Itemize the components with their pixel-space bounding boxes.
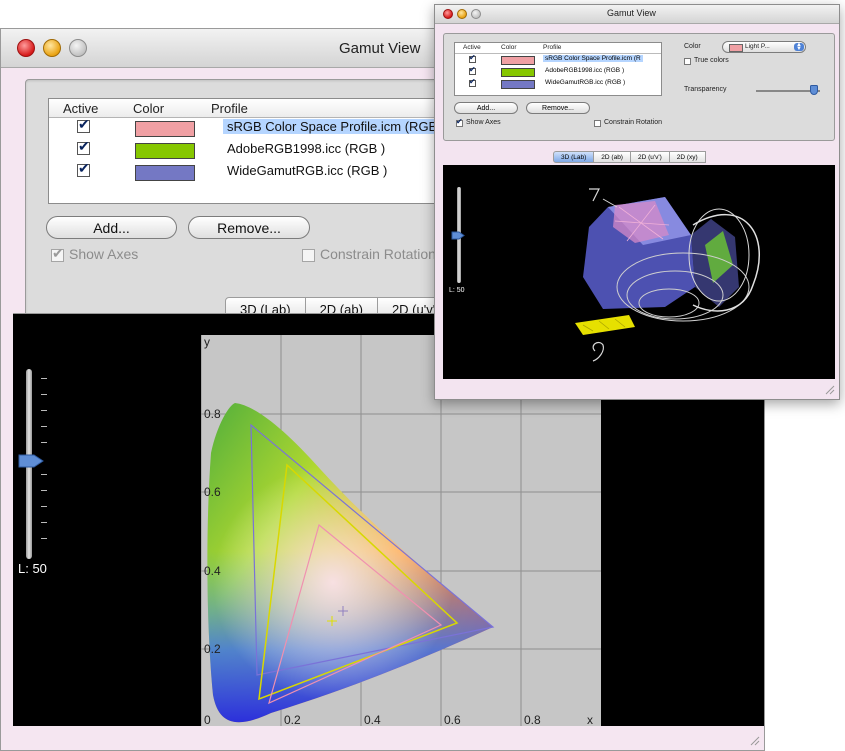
widegamut-outline — [250, 423, 495, 676]
lightness-value: L: 50 — [449, 287, 465, 294]
active-checkbox[interactable] — [77, 116, 90, 133]
color-swatch[interactable] — [501, 68, 535, 77]
zoom-button[interactable] — [471, 9, 481, 19]
table-header: Active Color Profile — [49, 99, 459, 118]
show-axes-checkbox[interactable]: ✔ — [51, 245, 64, 262]
x-axis-label: x — [587, 713, 593, 727]
x-tick-label: 0.4 — [364, 713, 381, 727]
tab-2d-ab[interactable]: 2D (ab) — [594, 151, 631, 163]
show-axes-checkbox[interactable] — [456, 117, 463, 127]
profile-name: sRGB Color Space Profile.icm (RGB) — [223, 119, 446, 134]
active-checkbox[interactable] — [469, 77, 476, 87]
transparency-slider[interactable] — [756, 90, 820, 92]
x-tick-label: 0 — [204, 713, 211, 727]
constrain-rotation-label: Constrain Rotation — [604, 119, 662, 126]
profile-name: sRGB Color Space Profile.icm (R — [543, 55, 643, 62]
column-header-color[interactable]: Color — [133, 101, 165, 116]
lightness-slider-thumb[interactable] — [451, 231, 465, 240]
add-profile-button[interactable]: Add... — [454, 102, 518, 114]
tab-2d-xy[interactable]: 2D (xy) — [669, 151, 706, 163]
y-tick-label: 0.6 — [204, 485, 221, 499]
popup-arrows-icon: ▲ ▼ — [794, 42, 804, 52]
profile-name: WideGamutRGB.icc (RGB ) — [545, 79, 626, 86]
color-label: Color — [684, 43, 701, 50]
constrain-rotation-checkbox[interactable] — [594, 120, 601, 127]
table-row[interactable]: WideGamutRGB.icc (RGB ) — [49, 160, 459, 184]
show-axes-label: Show Axes — [69, 246, 139, 262]
tab-2d-uv[interactable]: 2D (u'v') — [630, 151, 670, 163]
table-header: Active Color Profile — [455, 43, 661, 54]
table-row[interactable]: sRGB Color Space Profile.icm (R — [455, 53, 661, 66]
adobergb-outline — [258, 463, 459, 701]
profile-name: WideGamutRGB.icc (RGB ) — [227, 163, 388, 178]
srgb-outline — [268, 523, 443, 705]
column-header-active[interactable]: Active — [463, 44, 481, 51]
window-title: Gamut View — [607, 8, 656, 18]
gamut-view-window-front: Gamut View Active Color Profile sRGB Col… — [434, 4, 840, 400]
x-tick-label: 0.6 — [444, 713, 461, 727]
table-row[interactable]: sRGB Color Space Profile.icm (RGB) — [49, 116, 459, 140]
true-colors-checkbox[interactable] — [684, 58, 691, 65]
profiles-table[interactable]: Active Color Profile sRGB Color Space Pr… — [454, 42, 662, 96]
transparency-label: Transparency — [684, 86, 727, 93]
column-header-active[interactable]: Active — [63, 101, 99, 116]
column-header-profile[interactable]: Profile — [543, 44, 562, 51]
constrain-rotation-checkbox[interactable] — [302, 249, 315, 262]
remove-profile-button[interactable]: Remove... — [188, 216, 310, 239]
x-tick-label: 0.2 — [284, 713, 301, 727]
y-tick-label: 0.4 — [204, 564, 221, 578]
transparency-slider-thumb[interactable] — [810, 85, 818, 95]
active-checkbox[interactable] — [469, 65, 476, 75]
profile-name: AdobeRGB1998.icc (RGB ) — [545, 67, 625, 74]
profiles-panel: Active Color Profile sRGB Color Space Pr… — [443, 33, 835, 141]
minimize-button[interactable] — [43, 39, 61, 57]
add-profile-button[interactable]: Add... — [46, 216, 177, 239]
lightness-value: L: 50 — [18, 561, 47, 576]
color-popup-value: Light P... — [745, 43, 770, 50]
color-swatch[interactable] — [135, 143, 195, 159]
table-row[interactable]: AdobeRGB1998.icc (RGB ) — [49, 138, 459, 162]
color-swatch[interactable] — [135, 121, 195, 137]
title-bar[interactable]: Gamut View — [435, 5, 839, 24]
column-header-profile[interactable]: Profile — [211, 101, 248, 116]
x-tick-label: 0.8 — [524, 713, 541, 727]
constrain-rotation-label: Constrain Rotation — [320, 246, 436, 262]
window-status-bar — [1, 726, 764, 750]
color-popup-swatch — [729, 44, 743, 52]
active-checkbox[interactable] — [77, 138, 90, 155]
column-header-color[interactable]: Color — [501, 44, 517, 51]
profiles-table[interactable]: Active Color Profile sRGB Color Space Pr… — [48, 98, 460, 204]
gamut-3d-view[interactable]: L: 50 — [443, 165, 835, 379]
white-point-markers — [327, 606, 348, 626]
table-row[interactable]: AdobeRGB1998.icc (RGB ) — [455, 65, 661, 78]
y-tick-label: 0.2 — [204, 642, 221, 656]
color-swatch[interactable] — [135, 165, 195, 181]
profiles-panel: Active Color Profile sRGB Color Space Pr… — [25, 79, 460, 319]
active-checkbox[interactable] — [469, 53, 476, 63]
resize-grip-icon[interactable] — [823, 383, 835, 395]
view-tabs: 3D (Lab) 2D (ab) 2D (u'v') 2D (xy) — [553, 151, 706, 163]
tab-3d-lab[interactable]: 3D (Lab) — [553, 151, 595, 163]
table-row[interactable]: WideGamutRGB.icc (RGB ) — [455, 77, 661, 90]
chromaticity-diagram — [201, 335, 601, 728]
chromaticity-plot[interactable]: y 0.8 0.6 0.4 0.2 0 0.2 0.4 0.6 0.8 x — [201, 335, 601, 728]
resize-grip-icon[interactable] — [748, 734, 760, 746]
color-swatch[interactable] — [501, 56, 535, 65]
show-axes-label: Show Axes — [466, 119, 501, 126]
zoom-button[interactable] — [69, 39, 87, 57]
close-button[interactable] — [17, 39, 35, 57]
color-popup[interactable]: Light P... ▲ ▼ — [722, 41, 806, 53]
lightness-slider-thumb[interactable] — [18, 454, 44, 468]
minimize-button[interactable] — [457, 9, 467, 19]
close-button[interactable] — [443, 9, 453, 19]
true-colors-label: True colors — [694, 57, 729, 64]
remove-profile-button[interactable]: Remove... — [526, 102, 590, 114]
profile-name: AdobeRGB1998.icc (RGB ) — [227, 141, 386, 156]
lab-gamut-3d-render — [575, 188, 760, 362]
active-checkbox[interactable] — [77, 160, 90, 177]
y-axis-label: y — [204, 335, 210, 349]
color-swatch[interactable] — [501, 80, 535, 89]
window-title: Gamut View — [339, 40, 421, 57]
y-tick-label: 0.8 — [204, 407, 221, 421]
